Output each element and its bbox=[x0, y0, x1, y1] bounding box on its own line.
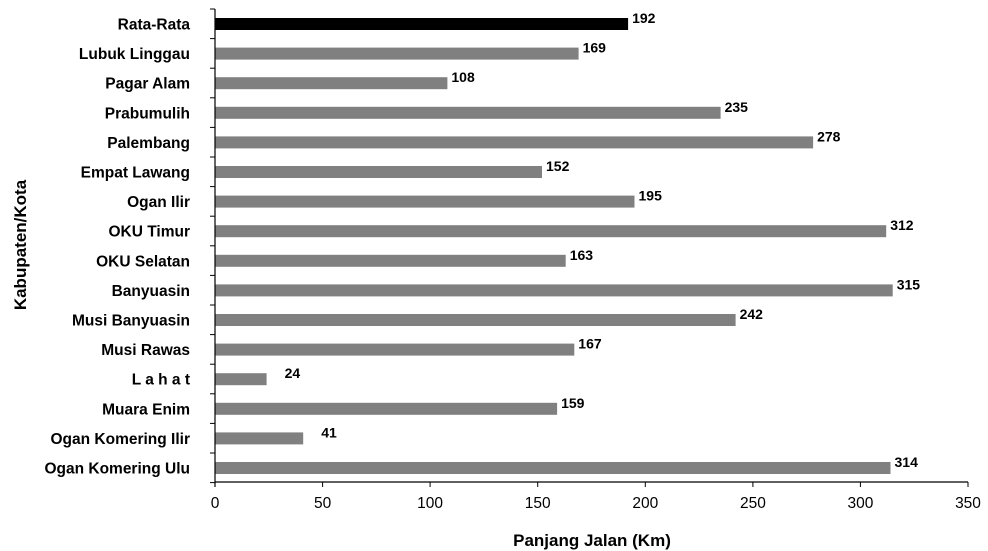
y-axis-title: Kabupaten/Kota bbox=[11, 179, 30, 310]
data-label: 108 bbox=[451, 69, 475, 85]
category-label: Palembang bbox=[107, 135, 190, 152]
x-tick-label: 150 bbox=[525, 495, 551, 512]
category-label: OKU Timur bbox=[108, 224, 190, 241]
data-label: 167 bbox=[578, 336, 602, 352]
data-label: 312 bbox=[890, 217, 914, 233]
bar bbox=[215, 225, 887, 238]
bars-layer bbox=[215, 18, 893, 474]
category-label: Musi Rawas bbox=[101, 342, 190, 359]
category-label: Prabumulih bbox=[105, 105, 190, 122]
bar bbox=[215, 314, 736, 326]
data-label: 315 bbox=[897, 276, 921, 292]
x-ticks: 0 50 100 150 200 250 300 350 bbox=[210, 8, 981, 512]
category-label: Lubuk Linggau bbox=[79, 46, 190, 63]
category-label: Banyuasin bbox=[112, 283, 190, 300]
data-label: 169 bbox=[583, 40, 607, 56]
data-label: 195 bbox=[639, 188, 663, 204]
bar bbox=[215, 373, 267, 386]
data-label: 192 bbox=[632, 10, 656, 26]
data-label: 152 bbox=[546, 158, 570, 174]
data-label: 41 bbox=[321, 424, 337, 440]
bar bbox=[215, 18, 629, 30]
category-label: L a h a t bbox=[132, 372, 190, 389]
bar bbox=[215, 77, 448, 90]
category-label: Ogan Komering Ilir bbox=[50, 431, 190, 448]
x-tick-label: 350 bbox=[955, 495, 981, 512]
data-label: 159 bbox=[561, 395, 585, 411]
category-label: Rata-Rata bbox=[118, 17, 191, 34]
data-label: 314 bbox=[895, 454, 919, 470]
data-label: 242 bbox=[740, 306, 764, 322]
bar bbox=[215, 402, 558, 415]
x-tick-label: 50 bbox=[314, 495, 332, 512]
x-tick-label: 200 bbox=[632, 495, 658, 512]
data-label: 235 bbox=[725, 99, 749, 115]
bar bbox=[215, 462, 891, 474]
labels-layer: Rata-Rata 192 Lubuk Linggau 169 Pagar Alam 10… bbox=[44, 10, 920, 478]
data-label: 163 bbox=[570, 247, 594, 263]
bar bbox=[215, 195, 635, 208]
x-tick-label: 250 bbox=[740, 495, 766, 512]
x-tick-label: 300 bbox=[847, 495, 873, 512]
category-label: Empat Lawang bbox=[81, 165, 190, 182]
bar bbox=[215, 284, 893, 297]
category-label: Muara Enim bbox=[102, 401, 190, 418]
bar bbox=[215, 432, 304, 445]
bar bbox=[215, 343, 575, 356]
category-label: Ogan Komering Ulu bbox=[44, 461, 190, 478]
bar bbox=[215, 254, 566, 267]
x-tick-label: 100 bbox=[417, 495, 443, 512]
x-tick-label: 0 bbox=[211, 495, 220, 512]
x-axis-title: Panjang Jalan (Km) bbox=[513, 531, 671, 550]
bar bbox=[215, 47, 579, 60]
data-label: 24 bbox=[285, 365, 301, 381]
bar bbox=[215, 166, 542, 178]
category-label: Musi Banyuasin bbox=[72, 313, 190, 330]
bar bbox=[215, 136, 814, 149]
category-label: Ogan Ilir bbox=[127, 194, 190, 211]
category-label: Pagar Alam bbox=[105, 76, 190, 93]
category-label: OKU Selatan bbox=[96, 253, 190, 270]
bar bbox=[215, 106, 721, 119]
data-label: 278 bbox=[817, 128, 841, 144]
